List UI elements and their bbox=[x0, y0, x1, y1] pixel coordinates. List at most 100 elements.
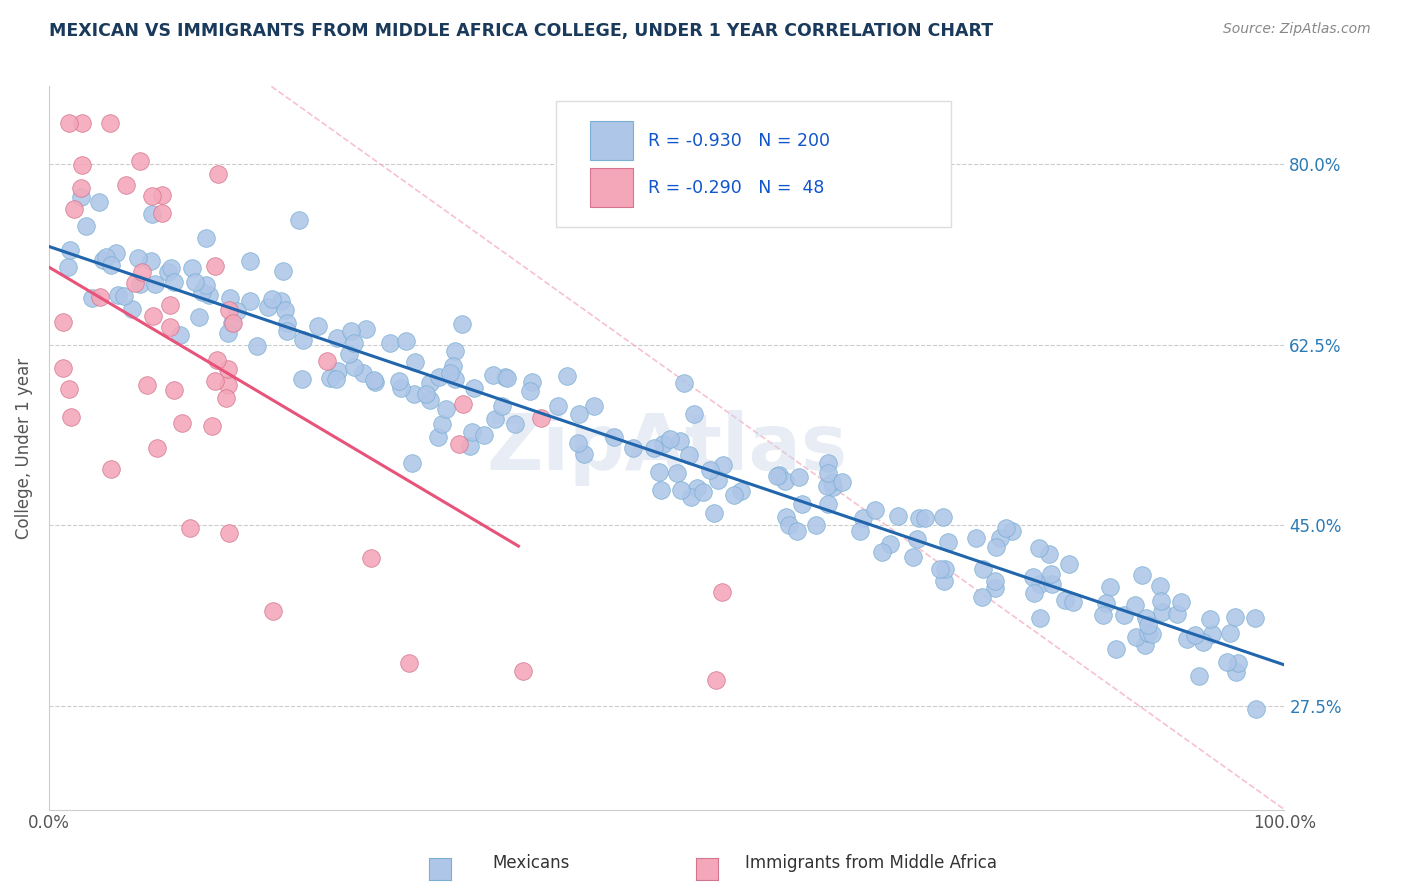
Point bbox=[273, 264, 295, 278]
Point bbox=[984, 581, 1007, 595]
Point bbox=[439, 366, 461, 380]
Point bbox=[711, 458, 734, 472]
Point bbox=[804, 518, 827, 533]
Point bbox=[169, 327, 191, 342]
Point bbox=[205, 353, 228, 368]
Point bbox=[1001, 524, 1024, 538]
Text: Source: ZipAtlas.com: Source: ZipAtlas.com bbox=[1223, 22, 1371, 37]
Point bbox=[602, 430, 624, 444]
Point bbox=[225, 303, 247, 318]
Point bbox=[105, 245, 128, 260]
Point bbox=[710, 585, 733, 599]
Point bbox=[131, 265, 153, 279]
Point bbox=[658, 432, 681, 446]
Point bbox=[170, 417, 193, 431]
Y-axis label: College, Under 1 year: College, Under 1 year bbox=[15, 358, 32, 539]
Point bbox=[1215, 656, 1237, 670]
Point bbox=[530, 410, 553, 425]
Point bbox=[686, 481, 709, 495]
Point bbox=[419, 376, 441, 390]
Point bbox=[391, 381, 413, 395]
Point bbox=[1136, 626, 1159, 640]
Point bbox=[239, 293, 262, 308]
Point bbox=[150, 205, 173, 219]
Point bbox=[218, 525, 240, 540]
Point bbox=[239, 253, 262, 268]
Point bbox=[218, 302, 240, 317]
Text: ZipAtlas: ZipAtlas bbox=[486, 410, 848, 486]
Point bbox=[363, 373, 385, 387]
Point bbox=[245, 339, 267, 353]
Point bbox=[100, 461, 122, 475]
Point bbox=[343, 335, 366, 350]
Point bbox=[484, 411, 506, 425]
Point bbox=[815, 479, 838, 493]
Point bbox=[568, 407, 591, 421]
Point bbox=[401, 456, 423, 470]
Point bbox=[112, 289, 135, 303]
Point bbox=[157, 265, 180, 279]
Point bbox=[879, 537, 901, 551]
Point bbox=[672, 376, 695, 390]
Point bbox=[58, 382, 80, 396]
Point bbox=[621, 441, 644, 455]
Point bbox=[325, 372, 347, 386]
Point bbox=[135, 377, 157, 392]
Point bbox=[360, 551, 382, 566]
Point bbox=[936, 535, 959, 549]
Point bbox=[1170, 594, 1192, 608]
Point bbox=[59, 244, 82, 258]
Point bbox=[555, 368, 578, 383]
Point bbox=[775, 509, 797, 524]
Point bbox=[1175, 632, 1198, 647]
Point bbox=[683, 407, 706, 421]
Point bbox=[89, 195, 111, 210]
Point bbox=[988, 531, 1011, 545]
Point bbox=[1166, 607, 1188, 621]
Point bbox=[1219, 626, 1241, 640]
Point bbox=[849, 524, 872, 538]
Point bbox=[451, 318, 474, 332]
Point bbox=[1225, 665, 1247, 679]
Point bbox=[1201, 627, 1223, 641]
Point bbox=[98, 115, 121, 129]
Point bbox=[929, 562, 952, 576]
Point bbox=[121, 301, 143, 316]
Point bbox=[765, 468, 787, 483]
Point bbox=[792, 497, 814, 511]
Point bbox=[1040, 577, 1063, 591]
Point bbox=[195, 231, 218, 245]
Point bbox=[159, 320, 181, 334]
Point bbox=[200, 418, 222, 433]
Point bbox=[444, 344, 467, 359]
Point bbox=[388, 374, 411, 388]
Point bbox=[159, 298, 181, 312]
Bar bbox=[591, 120, 633, 161]
Point bbox=[1130, 568, 1153, 582]
Point bbox=[162, 383, 184, 397]
Point bbox=[63, 202, 86, 216]
Point bbox=[75, 219, 97, 233]
Point bbox=[427, 369, 450, 384]
Point bbox=[692, 484, 714, 499]
Point bbox=[458, 439, 481, 453]
Point bbox=[129, 277, 152, 291]
Point bbox=[262, 604, 284, 618]
Point bbox=[204, 374, 226, 388]
Point bbox=[1192, 634, 1215, 648]
Point bbox=[276, 324, 298, 338]
Point bbox=[463, 381, 485, 395]
Point bbox=[778, 518, 800, 533]
Point bbox=[1136, 617, 1159, 632]
Point bbox=[256, 300, 278, 314]
Point bbox=[139, 254, 162, 268]
Point bbox=[914, 511, 936, 525]
Point bbox=[1062, 595, 1084, 609]
Point bbox=[378, 336, 401, 351]
Point bbox=[650, 483, 672, 497]
Point bbox=[932, 510, 955, 524]
Point bbox=[1133, 638, 1156, 652]
Point bbox=[831, 475, 853, 489]
Point bbox=[512, 664, 534, 678]
Point bbox=[326, 331, 349, 345]
